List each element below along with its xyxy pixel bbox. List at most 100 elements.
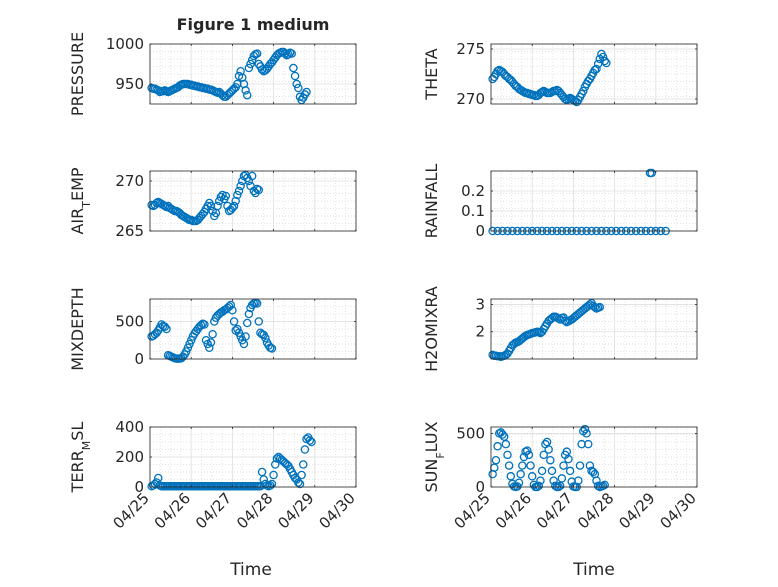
sun_flux-marker	[537, 466, 547, 476]
sun_flux-marker	[583, 439, 593, 449]
sun_flux-xtick-label: 04/26	[492, 489, 535, 532]
terr_msl-xtick-label: 04/25	[110, 489, 153, 532]
theta-marker	[592, 64, 601, 74]
terr_msl-marker	[300, 445, 310, 454]
mixdepth-marker	[254, 317, 264, 326]
sun_flux-marker	[549, 476, 558, 485]
sun_flux-marker	[575, 461, 585, 470]
terr_msl-xtick-label: 04/29	[274, 489, 317, 532]
sun_flux-marker	[519, 452, 529, 462]
air_temp-marker	[254, 185, 264, 195]
theta-y-axis-label: THETA	[422, 48, 441, 100]
sun_flux-axes-box	[490, 426, 698, 488]
rainfall-ytick-label: 0.2	[461, 182, 485, 200]
sun_flux-marker	[598, 481, 608, 491]
pressure-marker	[242, 90, 252, 100]
pressure-ytick-label: 1000	[106, 35, 144, 53]
mixdepth-marker	[242, 318, 252, 328]
pressure-marker	[246, 59, 255, 69]
sun_flux-xtick-label: 04/27	[533, 489, 576, 532]
h2omixra-ytick-label: 3	[475, 295, 485, 313]
pressure-marker	[302, 87, 311, 97]
sun_flux-marker	[523, 446, 532, 455]
pressure-marker	[244, 63, 254, 73]
sun_flux-marker	[518, 461, 527, 470]
sun_flux-xtick-label: 04/28	[574, 489, 617, 532]
mixdepth-marker	[244, 309, 254, 319]
air_temp-marker	[221, 191, 231, 201]
h2omixra-axes-box	[490, 298, 698, 360]
mixdepth-axes-box	[149, 298, 357, 360]
rainfall-axes-box	[490, 170, 698, 232]
pressure-marker	[252, 49, 262, 58]
terr_msl-marker	[294, 478, 303, 487]
air_temp-marker	[233, 190, 242, 200]
theta-marker	[579, 86, 588, 96]
sun_flux-marker	[527, 472, 537, 481]
sun_flux-xtick-label: 04/25	[451, 489, 494, 532]
h2omixra-marker	[595, 302, 605, 312]
air_temp-marker	[247, 171, 257, 181]
sun_flux-marker	[524, 450, 534, 460]
sun_flux-marker	[588, 467, 598, 477]
x-axis-label-right: Time	[572, 560, 615, 580]
figure-title: Figure 1 medium	[177, 15, 330, 34]
sun_flux-marker	[536, 476, 545, 485]
sun_flux-marker	[539, 450, 548, 460]
mixdepth-marker	[261, 333, 270, 343]
terr_msl-xtick-label: 04/26	[151, 489, 194, 532]
air_temp-ytick-label: 265	[115, 222, 144, 240]
sun_flux-marker	[491, 455, 501, 465]
sun_flux-marker	[501, 439, 511, 449]
mixdepth-marker	[206, 338, 216, 347]
h2omixra-y-axis-label: H2OMIXRA	[422, 286, 441, 372]
sun_flux-marker	[526, 461, 535, 470]
sun_flux-marker	[503, 450, 512, 460]
terr_msl-ytick-label: 400	[115, 418, 144, 436]
h2omixra-ytick-label: 2	[475, 323, 485, 341]
mixdepth-marker	[228, 305, 237, 315]
theta-marker	[551, 86, 560, 96]
pressure-marker	[287, 49, 296, 58]
theta-axes-box	[490, 43, 698, 105]
h2omixra-marker	[590, 302, 600, 312]
mixdepth-marker	[267, 344, 277, 353]
air_temp-marker	[229, 201, 239, 211]
air_temp-marker	[252, 184, 262, 194]
rainfall-y-axis-label: RAINFALL	[422, 164, 441, 239]
mixdepth-marker	[160, 322, 170, 331]
theta-ytick-label: 270	[456, 90, 485, 108]
sun_flux-y-axis-label: SUNFLUX	[422, 421, 447, 492]
air_temp-marker	[234, 186, 244, 196]
terr_msl-xtick-label: 04/28	[233, 489, 276, 532]
terr_msl-marker	[297, 470, 306, 480]
rainfall-ytick-label: 0.1	[461, 202, 485, 220]
sun_flux-marker	[546, 455, 555, 465]
terr_msl-ytick-label: 200	[115, 448, 144, 466]
air_temp-axes-box	[149, 170, 357, 232]
sun_flux-marker	[564, 454, 573, 464]
terr_msl-marker	[295, 479, 305, 489]
pressure-ytick-label: 950	[115, 75, 144, 93]
pressure-marker	[300, 90, 310, 99]
sun_flux-marker	[534, 481, 544, 491]
pressure-y-axis-label: PRESSURE	[68, 32, 87, 116]
sun_flux-xtick-label: 04/29	[615, 489, 658, 532]
pressure-marker	[292, 79, 301, 89]
terr_msl-marker	[305, 436, 315, 445]
pressure-axes-box	[149, 43, 357, 105]
sun_flux-ytick-label: 0	[475, 478, 485, 496]
sun_flux-marker	[574, 476, 583, 485]
mixdepth-marker	[200, 320, 209, 329]
air_temp-marker	[228, 203, 237, 213]
mixdepth-ytick-label: 0	[134, 350, 144, 368]
terr_msl-marker	[299, 460, 308, 469]
sun_flux-marker	[559, 461, 568, 470]
terr_msl-marker	[267, 479, 277, 489]
terr_msl-y-axis-label: TERRMSL	[68, 422, 93, 494]
mixdepth-marker	[205, 343, 214, 352]
pressure-marker	[241, 86, 250, 95]
air_temp-y-axis-label: AIRTEMP	[68, 167, 93, 234]
sun_flux-marker	[585, 461, 595, 470]
